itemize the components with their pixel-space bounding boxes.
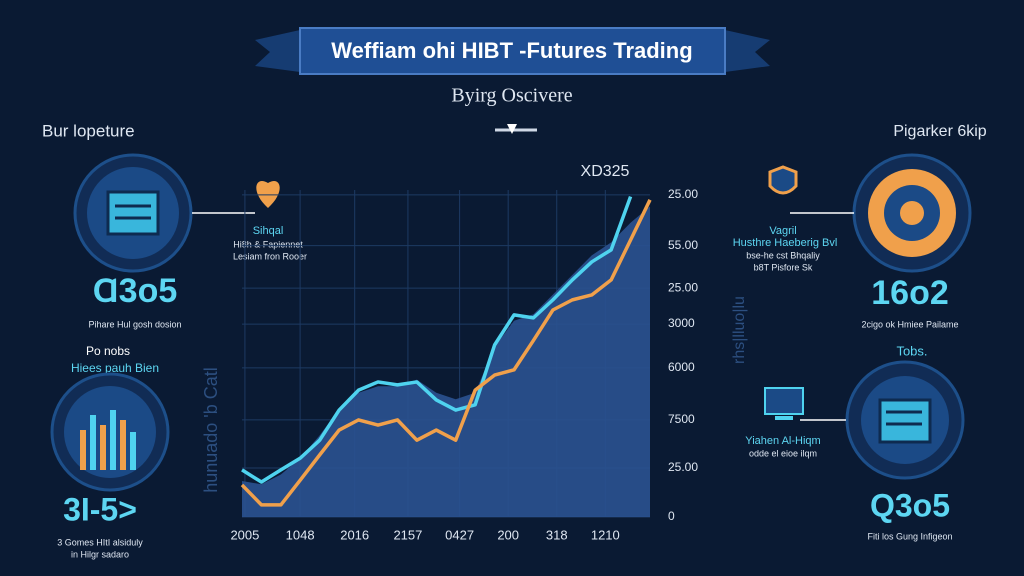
y-tick-label: 0 [668,509,675,523]
right-caption-2: Fiti los Gung Infigeon [867,531,952,541]
y-tick-label: 7500 [668,412,695,426]
y-tick-label: 25.00 [668,280,698,294]
left-stat: Ɑ3o5 [93,272,178,310]
line [241,195,633,484]
left-heading: Bur lopeture [42,121,135,140]
chart-label: XD325 [581,163,630,180]
left-section-title: Po nobs [86,344,130,358]
right-top-title: Vagril [769,225,796,237]
right-caption: 2cigo ok Hmiee Pailame [861,319,958,329]
plot: 25.00 55.00 25.00 3000 6000 7500 25.00 0 2005 104… [230,187,698,542]
left-icon-2 [50,372,170,492]
right-icon-2 [845,360,965,480]
shield-icon [768,165,798,195]
signal-text: Lesiam fron Rooer [233,251,307,261]
left-section-subtitle: Hiees pauh Bien [71,361,159,375]
x-tick-label: 1210 [591,527,620,542]
y-tick-label: 25.00 [668,460,698,474]
right-top-text: bse-he cst Bhqaliy [746,250,820,260]
left-caption-2: 3 Gomes HItI alsiduly [57,537,143,547]
right-heading: Pigarker 6kip [893,123,986,140]
left-caption: Pihare Hul gosh dosion [88,319,181,329]
monitor-icon [764,387,804,420]
left-icon-1 [73,153,193,273]
x-tick-label: 318 [546,527,568,542]
right-top-text: Husthre Haeberig Bvl [733,237,838,249]
right-stat-2: Q3o5 [870,487,950,523]
side-label: rhs|lluo|lu [731,296,748,364]
x-tick-label: 2016 [340,527,369,542]
signal-title: Sihqal [253,225,284,237]
area [242,206,650,517]
side-label: hunuado 'b Catl [201,367,221,493]
left-stat-2: 3I-5> [63,491,137,527]
right-section-title: Tobs. [896,343,927,358]
right-mid-text: odde el eioe ilqm [749,448,817,458]
x-tick-label: 200 [497,527,519,542]
y-tick-label: 6000 [668,360,695,374]
right-top-text: b8T Pisfore Sk [754,262,813,272]
y-tick-label: 3000 [668,316,695,330]
y-tick-label: 25.00 [668,187,698,201]
right-icon-1 [852,153,972,273]
x-tick-label: 2005 [230,527,259,542]
y-tick-label: 55.00 [668,238,698,252]
arrow-icon [495,124,537,134]
title-banner [299,27,726,75]
right-stat: 16o2 [871,274,949,312]
right-mid-title: Yiahen Al-Hiqm [745,435,820,447]
line [240,199,652,507]
x-tick-label: 1048 [286,527,315,542]
title: Weffiam ohi HIBT -Futures Trading [331,38,692,63]
x-tick-label: 2157 [393,527,422,542]
ribbon-right [725,30,770,72]
signal-text: Hi8h & Fapiennet [233,239,303,249]
ribbon-left [255,30,300,72]
subtitle: Byirg Oscivere [451,85,572,107]
x-tick-label: 0427 [445,527,474,542]
left-caption-2: in Hilgr sadaro [71,549,129,559]
